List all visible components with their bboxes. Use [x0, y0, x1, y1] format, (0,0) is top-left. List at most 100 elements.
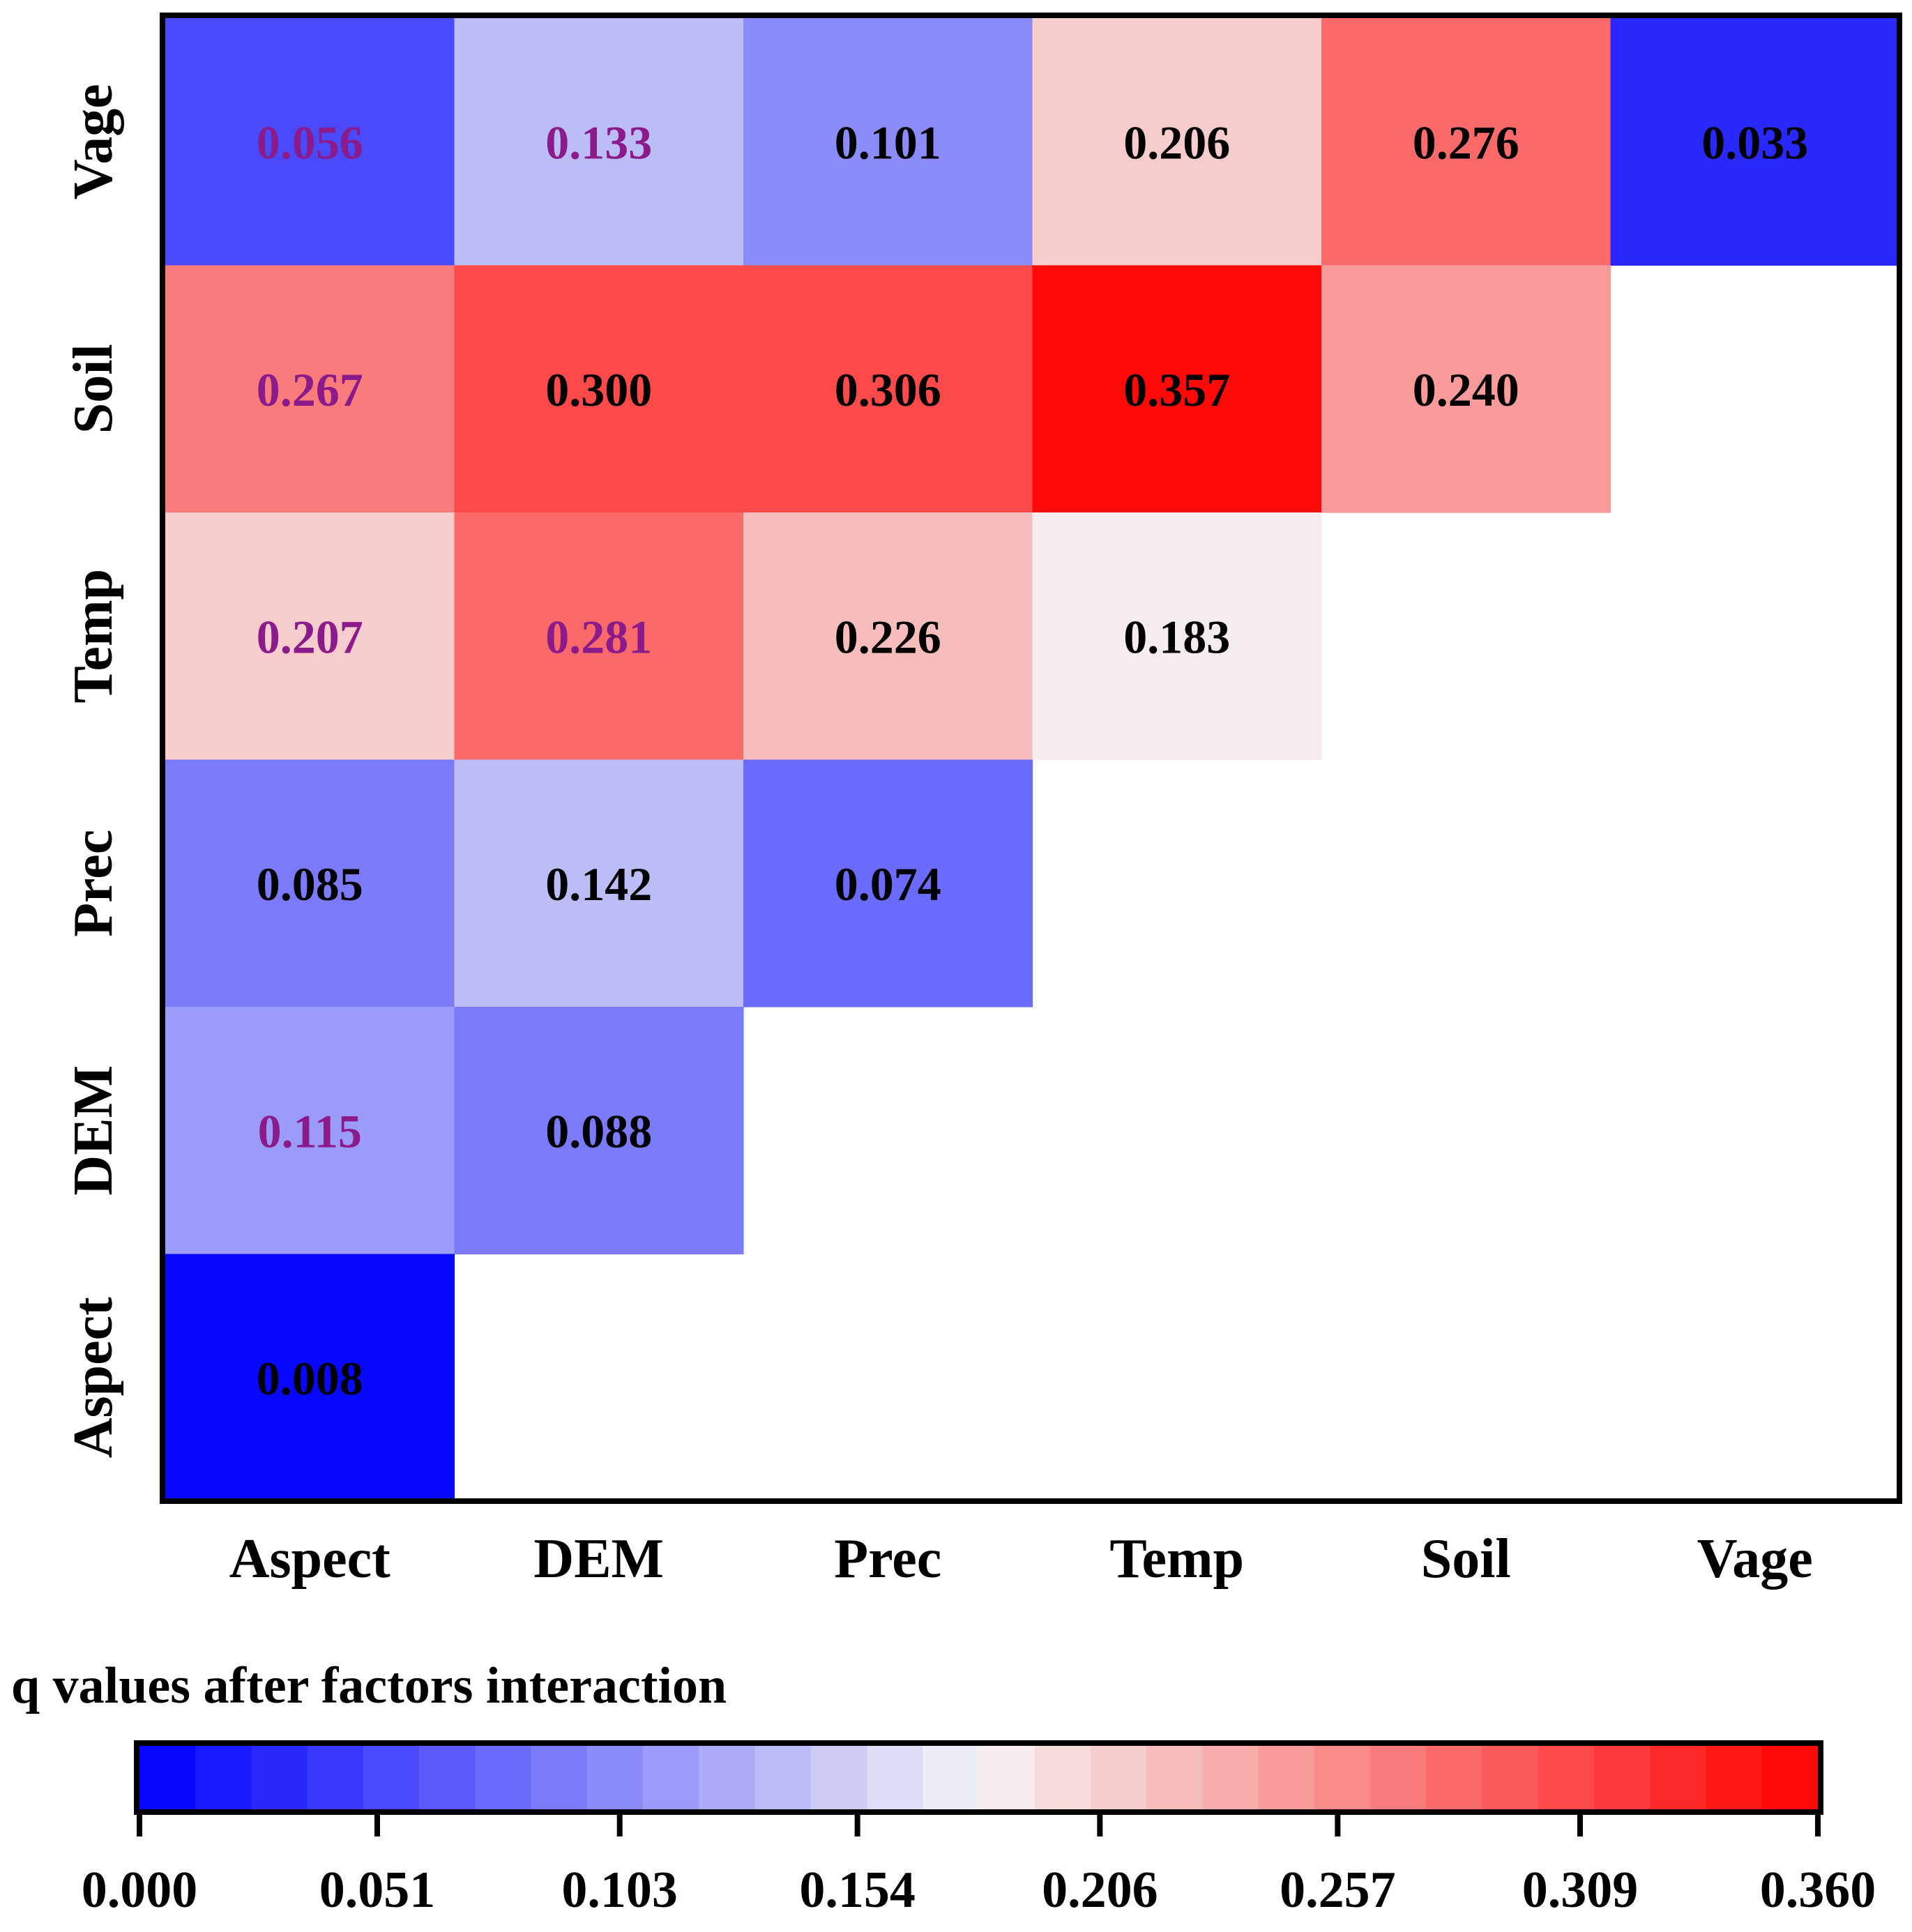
heatmap-cell-prec-aspect	[165, 759, 455, 1007]
colorbar-segment	[643, 1746, 699, 1809]
colorbar-tick-label: 0.309	[1522, 1862, 1639, 1919]
heatmap-cell-vage-vage	[1610, 18, 1900, 266]
cell-value-label: 0.206	[1123, 116, 1230, 169]
cell-value-label: 0.300	[545, 363, 652, 416]
cell-value-label: 0.033	[1701, 116, 1808, 169]
cell-value-label: 0.281	[545, 610, 652, 663]
heatmap-cell-temp-temp	[1032, 512, 1322, 761]
colorbar-segment	[867, 1746, 923, 1809]
colorbar-segment	[139, 1746, 196, 1809]
heatmap-cell-temp-prec	[743, 512, 1033, 761]
cell-value-label: 0.074	[835, 858, 941, 911]
x-axis-label: Temp	[1109, 1528, 1244, 1590]
heatmap-cell-vage-aspect	[165, 18, 455, 266]
heatmap-cell-vage-dem	[454, 18, 744, 266]
x-axis-label: Vage	[1697, 1528, 1813, 1590]
heatmap-cell-soil-temp	[1032, 265, 1322, 513]
y-axis-label: Soil	[63, 344, 124, 434]
heatmap-cell-temp-dem	[454, 512, 744, 761]
x-axis-label: Soil	[1421, 1528, 1511, 1590]
colorbar-segment	[1314, 1746, 1371, 1809]
colorbar-segment	[1090, 1746, 1147, 1809]
heatmap-cell-temp-aspect	[165, 512, 455, 761]
colorbar-segment	[475, 1746, 532, 1809]
colorbar-segment	[1706, 1746, 1763, 1809]
colorbar-segment	[363, 1746, 420, 1809]
heatmap-cell-soil-dem	[454, 265, 744, 513]
cell-value-label: 0.142	[545, 858, 652, 911]
colorbar-segment	[1146, 1746, 1204, 1809]
heatmap-cell-prec-dem	[454, 759, 744, 1007]
cell-value-label: 0.133	[545, 116, 652, 169]
heatmap-cells: 0.056 0.133 0.101 0.206 0.276 0.033 0.267 0.300…	[165, 18, 1900, 1502]
y-axis-label: Prec	[63, 830, 124, 937]
colorbar	[139, 1746, 1819, 1809]
colorbar-tick-label: 0.360	[1760, 1862, 1876, 1919]
x-axis-label: Prec	[834, 1528, 941, 1590]
colorbar-segment	[1370, 1746, 1427, 1809]
heatmap-cell-vage-prec	[743, 18, 1033, 266]
cell-value-label: 0.276	[1413, 116, 1519, 169]
heatmap-cell-prec-prec	[743, 759, 1033, 1007]
colorbar-segment	[1538, 1746, 1595, 1809]
heatmap-cell-vage-soil	[1321, 18, 1611, 266]
x-axis-label: DEM	[533, 1528, 664, 1590]
colorbar-segment	[1258, 1746, 1315, 1809]
heatmap-cell-aspect-aspect	[165, 1254, 455, 1502]
heatmap-cell-dem-dem	[454, 1007, 744, 1255]
colorbar-segment	[531, 1746, 588, 1809]
cell-value-label: 0.240	[1413, 363, 1519, 416]
cell-value-label: 0.056	[257, 116, 363, 169]
cell-value-label: 0.267	[257, 363, 363, 416]
y-axis-labels: Vage Soil Temp Prec DEM Aspect	[63, 84, 124, 1458]
colorbar-segment	[307, 1746, 364, 1809]
colorbar-segment	[1761, 1746, 1819, 1809]
colorbar-segment	[1650, 1746, 1707, 1809]
colorbar-frame	[134, 1740, 1823, 1815]
colorbar-segment	[699, 1746, 756, 1809]
y-axis-label: Aspect	[63, 1297, 124, 1458]
x-axis-label: Aspect	[229, 1528, 390, 1590]
cell-value-label: 0.207	[257, 610, 363, 663]
y-axis-label: Temp	[63, 569, 124, 703]
colorbar-segment	[195, 1746, 252, 1809]
heatmap-cell-soil-prec	[743, 265, 1033, 513]
plot-frame	[160, 13, 1902, 1504]
cell-value-label: 0.101	[835, 116, 941, 169]
heatmap-cell-soil-aspect	[165, 265, 455, 513]
colorbar-tick-label: 0.000	[82, 1862, 198, 1919]
heatmap-cell-vage-temp	[1032, 18, 1322, 266]
colorbar-segment	[251, 1746, 308, 1809]
colorbar-segment	[1426, 1746, 1483, 1809]
cell-value-label: 0.183	[1123, 610, 1230, 663]
cell-value-label: 0.085	[257, 858, 363, 911]
x-axis-labels: Aspect DEM Prec Temp Soil Vage	[229, 1528, 1813, 1590]
colorbar-tick-label: 0.206	[1042, 1862, 1158, 1919]
colorbar-segment	[754, 1746, 812, 1809]
heatmap-cell-dem-aspect	[165, 1007, 455, 1255]
cell-value-label: 0.357	[1123, 363, 1230, 416]
colorbar-segment	[1202, 1746, 1259, 1809]
cell-value-label: 0.008	[257, 1352, 363, 1405]
colorbar-segment	[1482, 1746, 1539, 1809]
cell-value-label: 0.226	[835, 610, 941, 663]
colorbar-segment	[419, 1746, 476, 1809]
colorbar-tick-label: 0.103	[561, 1862, 678, 1919]
colorbar-tick-label: 0.051	[319, 1862, 436, 1919]
heatmap-cell-soil-soil	[1321, 265, 1611, 513]
colorbar-segment	[810, 1746, 867, 1809]
y-axis-label: Vage	[63, 84, 124, 199]
colorbar-segment	[586, 1746, 644, 1809]
cell-value-label: 0.306	[835, 363, 941, 416]
y-axis-label: DEM	[63, 1065, 124, 1196]
colorbar-title: q values after factors interaction	[11, 1657, 727, 1714]
colorbar-tick-label: 0.257	[1280, 1862, 1396, 1919]
cell-value-label: 0.088	[545, 1104, 652, 1157]
colorbar-tick-label: 0.154	[799, 1862, 916, 1919]
cell-value-label: 0.115	[258, 1104, 362, 1157]
colorbar-segment	[923, 1746, 980, 1809]
colorbar-segment	[1034, 1746, 1091, 1809]
colorbar-segment	[1594, 1746, 1651, 1809]
colorbar-ticks: 0.000 0.051 0.103 0.154 0.206 0.257 0.309 0.360	[82, 1812, 1876, 1919]
